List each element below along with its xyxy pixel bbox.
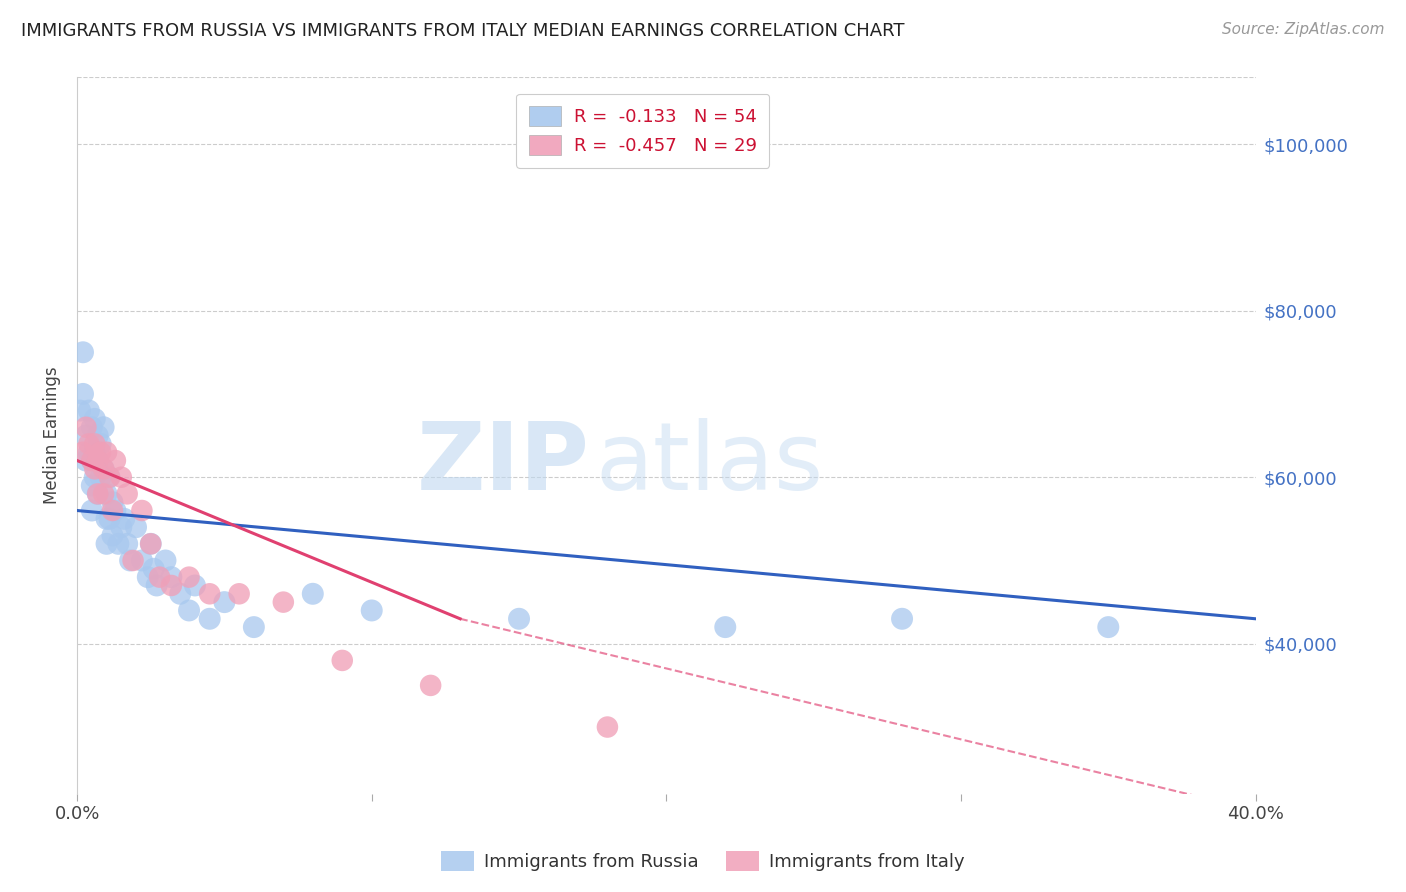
- Point: [110, 520, 132, 534]
- Point: [77, 445, 100, 459]
- Point: [198, 587, 221, 601]
- Point: [145, 578, 167, 592]
- Point: [714, 620, 737, 634]
- Point: [80, 478, 103, 492]
- Point: [83, 445, 105, 459]
- Point: [139, 537, 162, 551]
- Legend: Immigrants from Russia, Immigrants from Italy: Immigrants from Russia, Immigrants from …: [434, 844, 972, 879]
- Point: [112, 512, 135, 526]
- Point: [86, 453, 108, 467]
- Point: [83, 412, 105, 426]
- Text: atlas: atlas: [596, 418, 824, 510]
- Point: [136, 570, 159, 584]
- Point: [75, 428, 97, 442]
- Point: [139, 537, 162, 551]
- Legend: R =  -0.133   N = 54, R =  -0.457   N = 29: R = -0.133 N = 54, R = -0.457 N = 29: [516, 94, 769, 168]
- Point: [131, 503, 153, 517]
- Point: [72, 345, 94, 359]
- Point: [93, 462, 115, 476]
- Y-axis label: Median Earnings: Median Earnings: [44, 367, 60, 504]
- Point: [214, 595, 236, 609]
- Point: [160, 570, 183, 584]
- Point: [122, 553, 145, 567]
- Point: [169, 587, 191, 601]
- Point: [86, 453, 108, 467]
- Point: [301, 587, 323, 601]
- Point: [110, 470, 132, 484]
- Point: [596, 720, 619, 734]
- Point: [184, 578, 207, 592]
- Point: [131, 553, 153, 567]
- Point: [80, 420, 103, 434]
- Point: [72, 387, 94, 401]
- Point: [72, 445, 94, 459]
- Point: [83, 437, 105, 451]
- Point: [96, 537, 118, 551]
- Point: [198, 612, 221, 626]
- Point: [177, 603, 200, 617]
- Point: [149, 570, 172, 584]
- Point: [330, 653, 353, 667]
- Point: [228, 587, 250, 601]
- Point: [160, 578, 183, 592]
- Point: [107, 537, 129, 551]
- Point: [98, 512, 121, 526]
- Point: [101, 495, 124, 509]
- Point: [90, 445, 112, 459]
- Point: [142, 562, 165, 576]
- Point: [86, 428, 108, 442]
- Point: [115, 487, 138, 501]
- Point: [120, 553, 142, 567]
- Point: [83, 470, 105, 484]
- Point: [243, 620, 266, 634]
- Point: [101, 528, 124, 542]
- Point: [508, 612, 530, 626]
- Point: [96, 487, 118, 501]
- Point: [75, 453, 97, 467]
- Point: [93, 462, 115, 476]
- Text: Source: ZipAtlas.com: Source: ZipAtlas.com: [1222, 22, 1385, 37]
- Point: [83, 462, 105, 476]
- Point: [86, 487, 108, 501]
- Point: [93, 420, 115, 434]
- Point: [80, 503, 103, 517]
- Point: [273, 595, 295, 609]
- Point: [125, 520, 148, 534]
- Point: [80, 453, 103, 467]
- Point: [96, 445, 118, 459]
- Text: ZIP: ZIP: [416, 418, 589, 510]
- Point: [96, 512, 118, 526]
- Point: [360, 603, 382, 617]
- Point: [104, 503, 127, 517]
- Point: [155, 553, 177, 567]
- Point: [104, 453, 127, 467]
- Point: [77, 403, 100, 417]
- Point: [75, 420, 97, 434]
- Point: [1097, 620, 1119, 634]
- Point: [891, 612, 914, 626]
- Point: [93, 487, 115, 501]
- Point: [80, 453, 103, 467]
- Point: [419, 678, 441, 692]
- Text: IMMIGRANTS FROM RUSSIA VS IMMIGRANTS FROM ITALY MEDIAN EARNINGS CORRELATION CHAR: IMMIGRANTS FROM RUSSIA VS IMMIGRANTS FRO…: [21, 22, 904, 40]
- Point: [90, 470, 112, 484]
- Point: [98, 470, 121, 484]
- Point: [77, 437, 100, 451]
- Point: [90, 437, 112, 451]
- Point: [69, 403, 91, 417]
- Point: [115, 537, 138, 551]
- Point: [177, 570, 200, 584]
- Point: [86, 487, 108, 501]
- Point: [98, 470, 121, 484]
- Point: [101, 503, 124, 517]
